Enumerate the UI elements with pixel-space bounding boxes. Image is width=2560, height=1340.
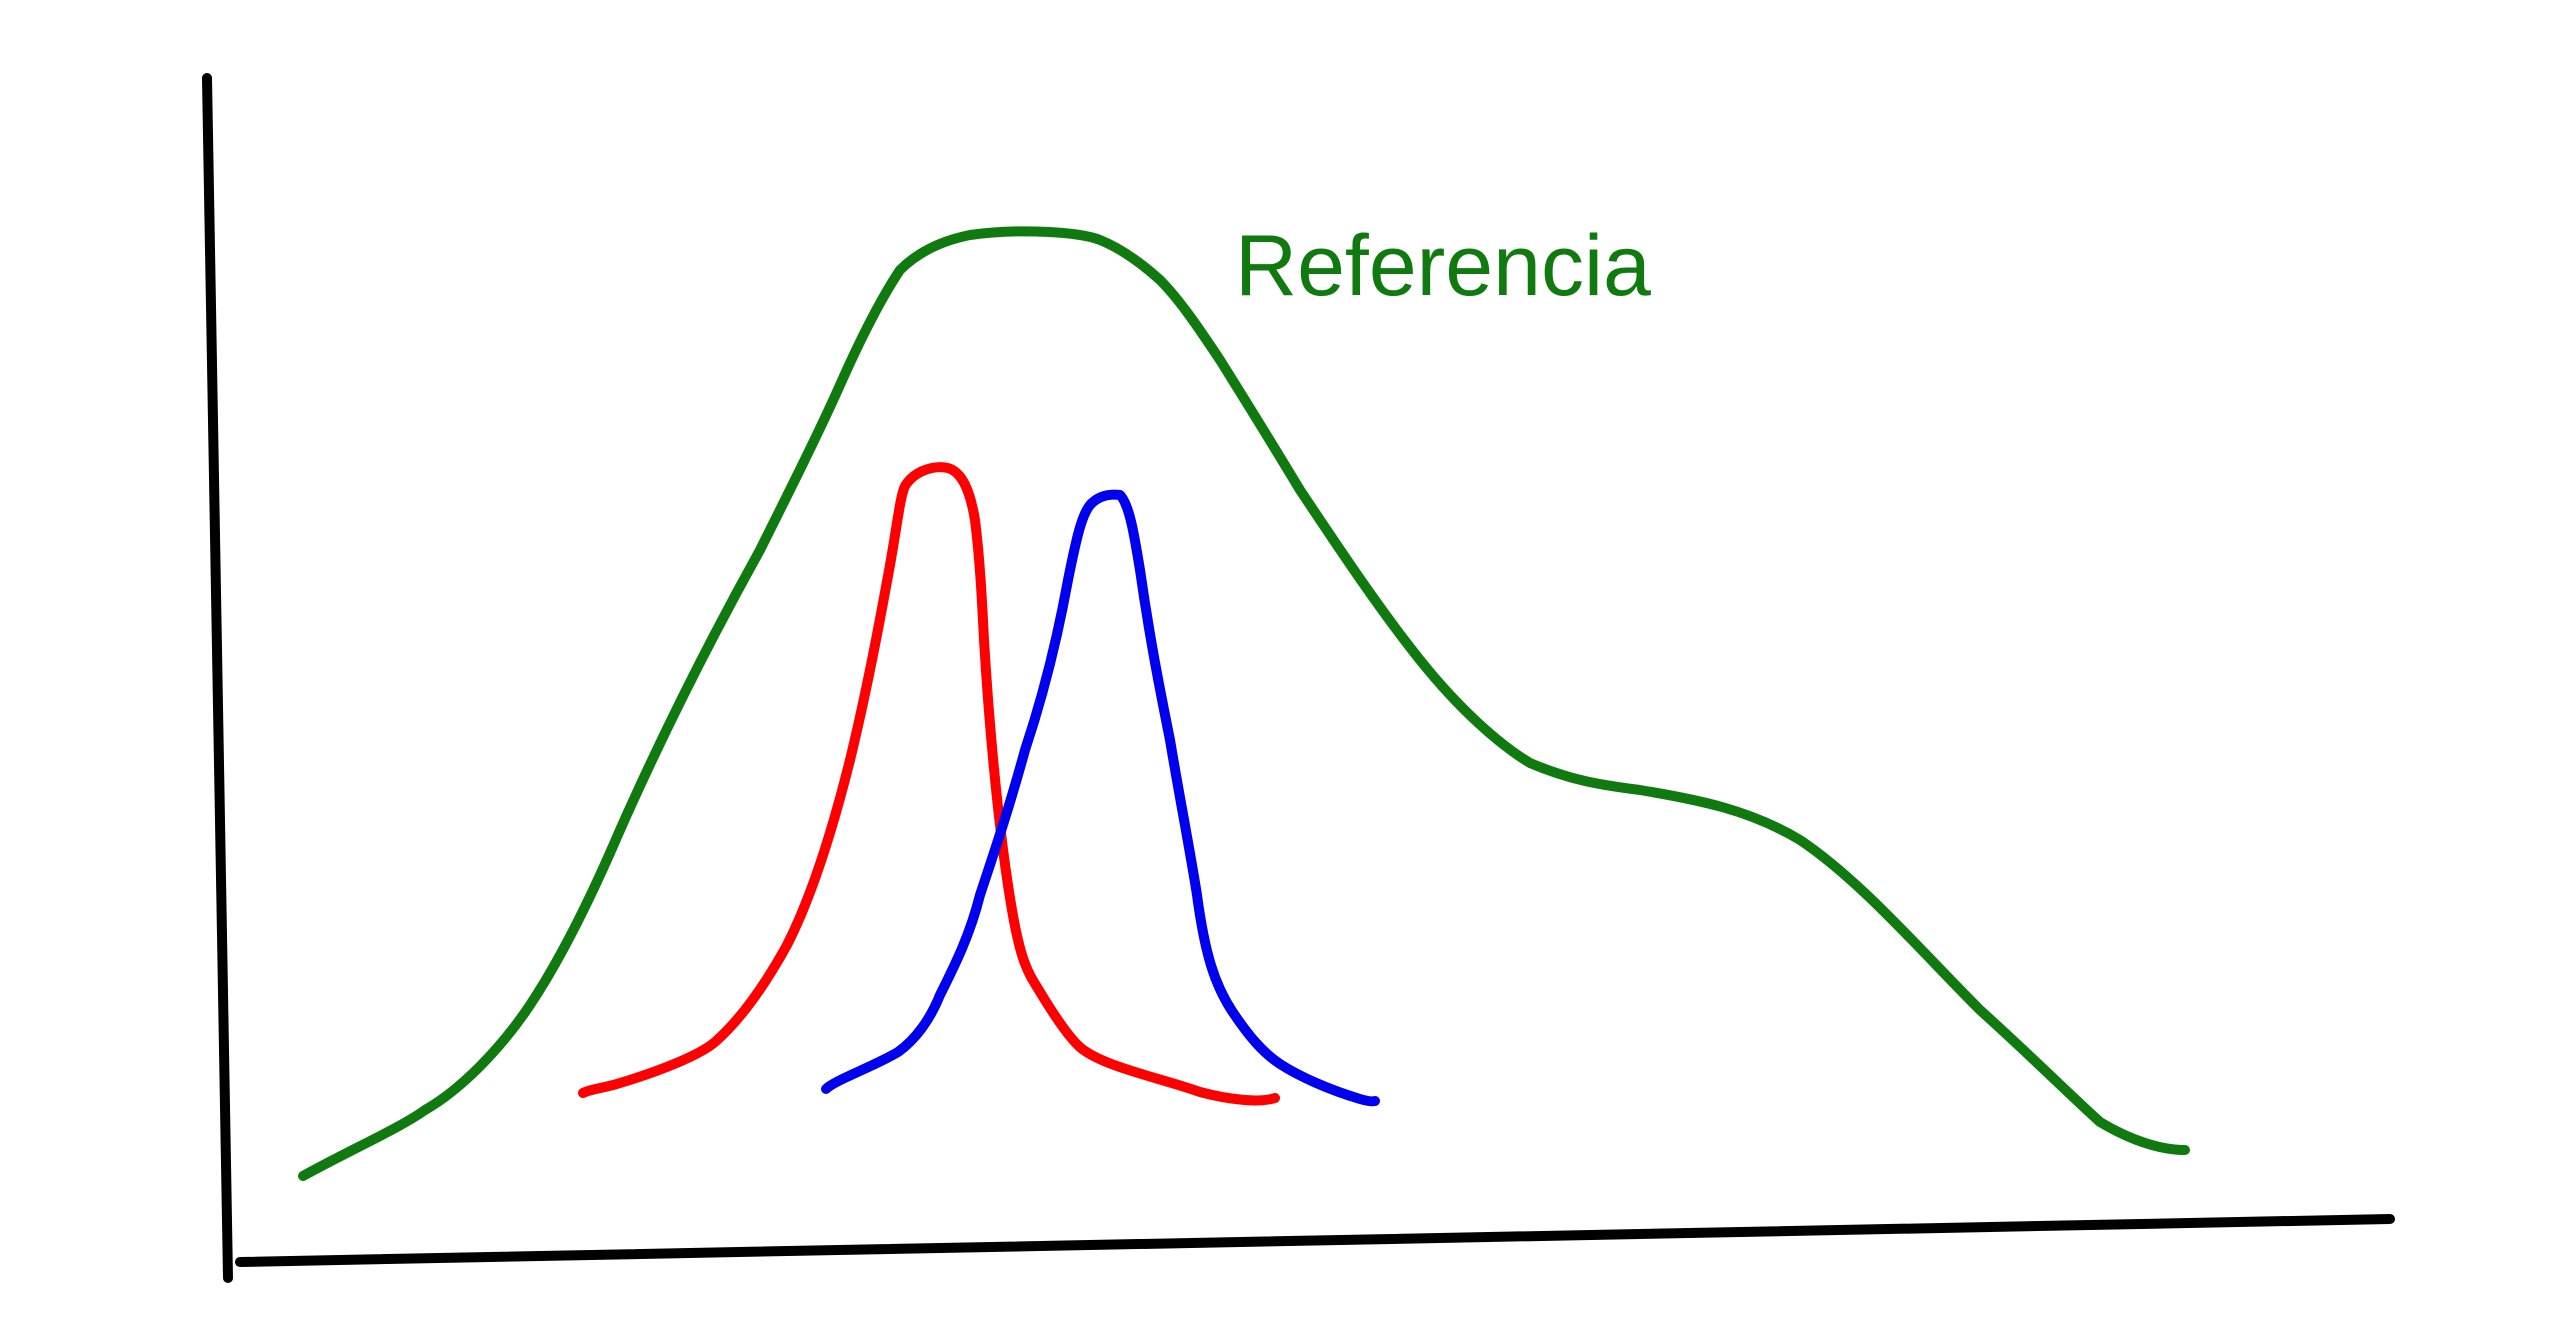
blue-curve xyxy=(821,489,1380,1107)
reference-curve xyxy=(298,226,2190,1181)
reference-label: Referencia xyxy=(1235,218,1651,314)
x-axis xyxy=(235,1214,2395,1267)
y-axis xyxy=(202,73,233,1283)
red-curve xyxy=(578,462,1280,1106)
